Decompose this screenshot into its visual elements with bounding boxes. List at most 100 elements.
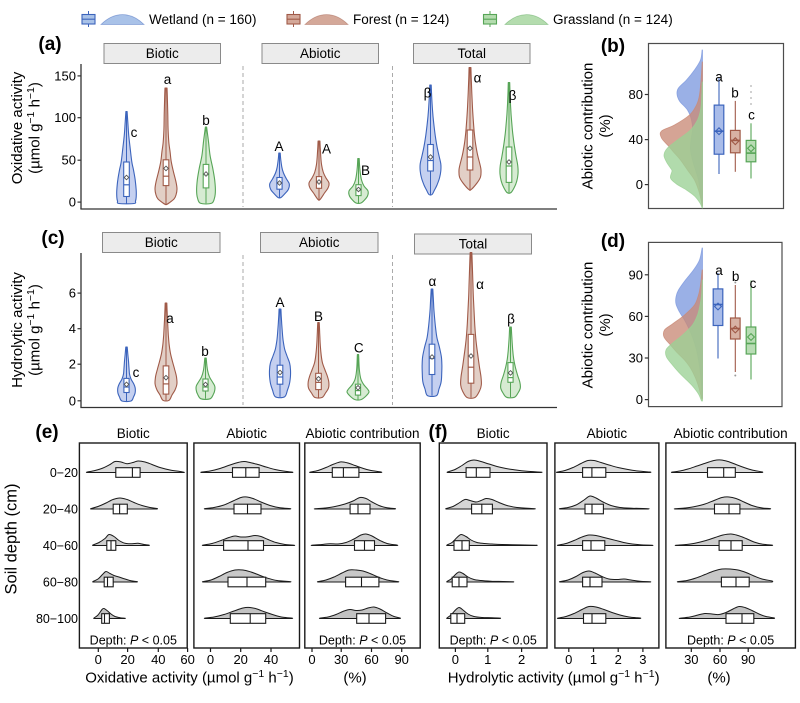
svg-text:0: 0 bbox=[636, 177, 643, 192]
svg-text:0−20: 0−20 bbox=[50, 466, 78, 480]
svg-text:Abiotic: Abiotic bbox=[587, 426, 628, 441]
svg-text:30: 30 bbox=[684, 652, 698, 667]
svg-text:(%): (%) bbox=[597, 114, 614, 137]
svg-text:Depth: P < 0.05: Depth: P < 0.05 bbox=[90, 634, 177, 648]
svg-text:a: a bbox=[166, 311, 174, 326]
svg-text:0: 0 bbox=[308, 652, 315, 667]
svg-text:Biotic: Biotic bbox=[117, 426, 150, 441]
svg-text:c: c bbox=[133, 365, 140, 380]
svg-text:b: b bbox=[202, 113, 210, 128]
svg-text:3: 3 bbox=[639, 652, 646, 667]
svg-text:150: 150 bbox=[54, 68, 76, 83]
svg-text:b: b bbox=[201, 344, 209, 359]
svg-text:A: A bbox=[274, 139, 283, 154]
svg-text:(b): (b) bbox=[601, 36, 625, 57]
svg-text:Depth: P < 0.05: Depth: P < 0.05 bbox=[450, 634, 537, 648]
svg-text:20: 20 bbox=[120, 652, 134, 667]
svg-text:A: A bbox=[322, 142, 331, 157]
svg-text:Oxidative activity (µmol g−1 h: Oxidative activity (µmol g−1 h−1) bbox=[85, 668, 294, 687]
svg-text:Forest (n = 124): Forest (n = 124) bbox=[353, 12, 449, 27]
svg-text:Abiotic contribution: Abiotic contribution bbox=[580, 262, 597, 389]
svg-text:0: 0 bbox=[95, 652, 102, 667]
svg-text:2: 2 bbox=[518, 652, 525, 667]
svg-text:α: α bbox=[428, 274, 436, 289]
svg-text:Depth: P < 0.05: Depth: P < 0.05 bbox=[687, 634, 774, 648]
svg-text:Abiotic: Abiotic bbox=[226, 426, 267, 441]
svg-text:a: a bbox=[715, 70, 723, 85]
svg-text:a: a bbox=[164, 72, 172, 87]
svg-text:Abiotic: Abiotic bbox=[299, 235, 340, 250]
svg-text:(f): (f) bbox=[429, 422, 448, 443]
svg-text:Wetland (n = 160): Wetland (n = 160) bbox=[149, 12, 256, 27]
svg-text:(µmol g−1 h−1): (µmol g−1 h−1) bbox=[25, 284, 44, 376]
svg-text:Biotic: Biotic bbox=[146, 46, 179, 61]
svg-text:6: 6 bbox=[69, 286, 76, 301]
svg-text:80: 80 bbox=[629, 87, 643, 102]
svg-text:20: 20 bbox=[233, 652, 247, 667]
svg-text:60: 60 bbox=[713, 652, 727, 667]
svg-text:(e): (e) bbox=[35, 422, 58, 443]
svg-text:0: 0 bbox=[207, 652, 214, 667]
svg-text:Abiotic contribution: Abiotic contribution bbox=[305, 426, 419, 441]
svg-text:(%): (%) bbox=[707, 670, 730, 687]
svg-text:Grassland (n = 124): Grassland (n = 124) bbox=[553, 12, 673, 27]
svg-text:60: 60 bbox=[180, 652, 194, 667]
svg-text:c: c bbox=[748, 108, 755, 123]
svg-text:Abiotic contribution: Abiotic contribution bbox=[580, 63, 597, 190]
svg-text:4: 4 bbox=[69, 321, 76, 336]
svg-text:A: A bbox=[275, 295, 284, 310]
svg-text:0: 0 bbox=[69, 393, 76, 408]
svg-text:Soil depth (cm): Soil depth (cm) bbox=[3, 484, 21, 595]
svg-text:(d): (d) bbox=[601, 231, 625, 252]
svg-text:60: 60 bbox=[629, 309, 643, 324]
svg-text:40: 40 bbox=[151, 652, 165, 667]
svg-text:Hydrolytic activity: Hydrolytic activity bbox=[9, 272, 26, 388]
svg-text:40: 40 bbox=[264, 652, 278, 667]
svg-text:2: 2 bbox=[615, 652, 622, 667]
svg-text:20−40: 20−40 bbox=[43, 503, 78, 517]
svg-text:1: 1 bbox=[590, 652, 597, 667]
svg-text:Hydrolytic activity (µmol g−1: Hydrolytic activity (µmol g−1 h−1) bbox=[448, 668, 660, 687]
svg-text:40−60: 40−60 bbox=[43, 539, 78, 553]
svg-text:Abiotic: Abiotic bbox=[300, 46, 341, 61]
svg-text:(c): (c) bbox=[41, 228, 64, 249]
svg-text:B: B bbox=[314, 309, 323, 324]
svg-text:60−80: 60−80 bbox=[43, 576, 78, 590]
svg-text:90: 90 bbox=[394, 652, 408, 667]
svg-text:α: α bbox=[474, 71, 482, 86]
svg-text:b: b bbox=[732, 269, 740, 284]
svg-text:0: 0 bbox=[636, 392, 643, 407]
svg-text:b: b bbox=[731, 86, 739, 101]
svg-text:30: 30 bbox=[629, 351, 643, 366]
svg-text:30: 30 bbox=[334, 652, 348, 667]
svg-text:β: β bbox=[509, 88, 517, 103]
svg-text:40: 40 bbox=[629, 132, 643, 147]
svg-text:60: 60 bbox=[364, 652, 378, 667]
svg-text:80−100: 80−100 bbox=[36, 612, 78, 626]
svg-text:2: 2 bbox=[69, 357, 76, 372]
svg-text:Abiotic contribution: Abiotic contribution bbox=[674, 426, 788, 441]
svg-text:(%): (%) bbox=[343, 670, 366, 687]
svg-text:Biotic: Biotic bbox=[477, 426, 510, 441]
svg-text:100: 100 bbox=[54, 110, 76, 125]
svg-text:c: c bbox=[131, 125, 138, 140]
svg-text:Depth: P < 0.05: Depth: P < 0.05 bbox=[319, 634, 406, 648]
svg-text:a: a bbox=[715, 263, 723, 278]
svg-text:Oxidative activity: Oxidative activity bbox=[9, 71, 26, 184]
svg-text:0: 0 bbox=[565, 652, 572, 667]
svg-text:Total: Total bbox=[457, 46, 486, 61]
svg-text:90: 90 bbox=[741, 652, 755, 667]
svg-text:β: β bbox=[424, 86, 432, 101]
svg-text:0: 0 bbox=[69, 195, 76, 210]
svg-text:β: β bbox=[507, 312, 515, 327]
svg-text:1: 1 bbox=[484, 652, 491, 667]
svg-text:α: α bbox=[476, 277, 484, 292]
svg-text:0: 0 bbox=[452, 652, 459, 667]
svg-text:C: C bbox=[354, 341, 364, 356]
svg-text:(%): (%) bbox=[597, 313, 614, 336]
svg-text:Biotic: Biotic bbox=[145, 235, 178, 250]
svg-text:B: B bbox=[361, 163, 370, 178]
svg-text:90: 90 bbox=[629, 267, 643, 282]
svg-text:50: 50 bbox=[62, 153, 76, 168]
svg-text:(a): (a) bbox=[38, 34, 61, 55]
